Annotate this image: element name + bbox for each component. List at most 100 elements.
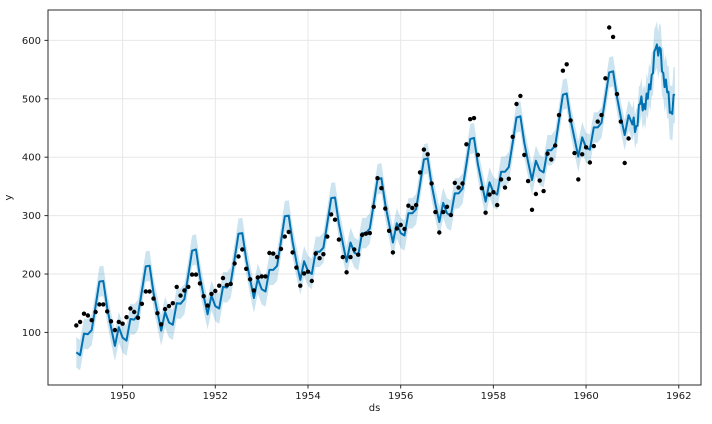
- observed-point: [244, 266, 249, 271]
- observed-point: [139, 301, 145, 306]
- observed-point: [475, 152, 481, 158]
- observed-point: [379, 186, 384, 191]
- observed-point: [591, 143, 596, 149]
- observed-point: [452, 180, 457, 186]
- observed-point: [595, 119, 600, 124]
- observed-point: [425, 152, 430, 157]
- observed-point: [618, 119, 623, 124]
- observed-point: [77, 319, 83, 325]
- observed-point: [529, 207, 535, 212]
- observed-point: [220, 275, 226, 281]
- observed-point: [174, 284, 179, 290]
- observed-point: [108, 319, 114, 324]
- x-tick-label: 1956: [388, 391, 413, 402]
- observed-point: [89, 318, 94, 323]
- observed-point: [116, 319, 122, 325]
- observed-point: [228, 281, 233, 287]
- observed-point: [506, 176, 511, 181]
- observed-point: [236, 254, 241, 259]
- observed-point: [479, 186, 484, 191]
- observed-point: [317, 256, 322, 261]
- y-tick-label: 300: [22, 211, 41, 222]
- observed-points: [74, 25, 631, 333]
- observed-point: [232, 261, 237, 266]
- observed-point: [251, 288, 257, 293]
- observed-point: [599, 112, 604, 118]
- observed-point: [255, 275, 260, 280]
- observed-point: [162, 306, 168, 312]
- observed-point: [487, 192, 492, 197]
- observed-point: [278, 246, 284, 252]
- observed-point: [553, 143, 558, 148]
- observed-point: [402, 226, 407, 232]
- observed-point: [537, 178, 542, 183]
- observed-point: [201, 294, 206, 299]
- observed-point: [456, 185, 461, 190]
- observed-point: [166, 303, 172, 309]
- observed-point: [286, 229, 291, 235]
- observed-point: [583, 145, 589, 150]
- observed-point: [282, 234, 287, 239]
- observed-point: [81, 311, 87, 316]
- y-axis-label: y: [3, 194, 15, 201]
- observed-point: [205, 303, 210, 308]
- observed-point: [182, 288, 187, 293]
- observed-point: [120, 321, 125, 326]
- x-tick-label: 1962: [666, 391, 691, 402]
- observed-point: [132, 309, 137, 315]
- observed-point: [560, 68, 566, 73]
- observed-point: [522, 152, 527, 158]
- observed-point: [607, 25, 612, 30]
- observed-point: [398, 222, 403, 228]
- observed-point: [74, 323, 79, 328]
- observed-point: [271, 251, 276, 256]
- observed-point: [502, 185, 508, 190]
- observed-point: [437, 230, 442, 235]
- observed-point: [332, 217, 338, 222]
- observed-point: [533, 191, 539, 197]
- observed-point: [363, 231, 369, 236]
- observed-point: [556, 112, 562, 118]
- observed-point: [147, 289, 152, 294]
- observed-point: [159, 322, 164, 327]
- observed-point: [263, 274, 268, 279]
- y-tick-label: 400: [22, 153, 41, 164]
- observed-point: [371, 204, 376, 209]
- observed-point: [568, 118, 573, 123]
- y-tick-label: 500: [22, 94, 41, 105]
- y-tick-label: 600: [22, 36, 41, 47]
- observed-point: [313, 251, 318, 256]
- grid-lines: [48, 10, 701, 385]
- observed-point: [85, 313, 91, 318]
- observed-point: [301, 271, 307, 276]
- axes-ticks: 1950 1952 1954 1956 1958 1960 1962 100 200 300 400…: [22, 36, 692, 402]
- observed-point: [128, 306, 133, 311]
- observed-point: [305, 269, 311, 274]
- observed-point: [433, 209, 438, 215]
- observed-point: [209, 291, 214, 297]
- observed-point: [340, 254, 345, 260]
- observed-point: [321, 252, 326, 257]
- observed-point: [298, 283, 303, 288]
- observed-point: [498, 177, 504, 182]
- observed-point: [224, 282, 230, 288]
- observed-point: [572, 150, 577, 156]
- observed-point: [186, 284, 191, 290]
- observed-point: [614, 91, 620, 97]
- x-tick-label: 1952: [203, 391, 228, 402]
- observed-point: [259, 274, 264, 279]
- forecast-line: [75, 43, 676, 357]
- observed-point: [448, 212, 454, 218]
- observed-point: [170, 301, 175, 306]
- observed-point: [610, 34, 616, 40]
- observed-point: [359, 232, 365, 238]
- observed-point: [383, 206, 388, 211]
- observed-point: [495, 202, 500, 208]
- observed-point: [101, 302, 106, 307]
- observed-point: [441, 209, 446, 215]
- x-tick-label: 1950: [110, 391, 135, 402]
- observed-point: [274, 254, 280, 260]
- observed-point: [178, 293, 183, 298]
